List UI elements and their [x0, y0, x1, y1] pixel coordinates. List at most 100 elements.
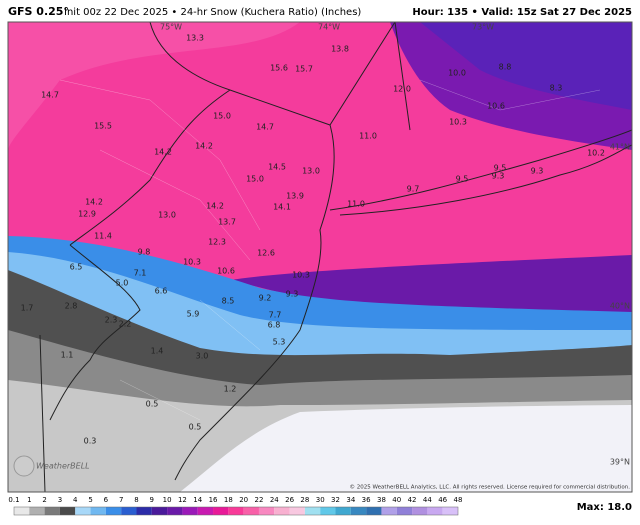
snow-amount: 2.8: [65, 302, 78, 311]
snow-amount: 1.4: [151, 347, 164, 356]
legend-tick-label: 2: [42, 496, 46, 504]
legend-swatch: [167, 507, 183, 515]
snow-amount: 3.0: [196, 352, 209, 361]
legend-swatch: [412, 507, 428, 515]
legend-tick-label: 1: [27, 496, 31, 504]
snow-amount: 11.4: [94, 232, 112, 241]
snow-amount: 10.3: [183, 258, 201, 267]
legend: Max: 18.0 0.1 1 2 3 4 5 6 7 8 9 10 12 14 16 18 20 22 24 26…: [8, 496, 632, 516]
snow-amount: 0.5: [146, 400, 159, 409]
band-violet: [420, 22, 632, 110]
legend-tick-label: 9: [150, 496, 154, 504]
map-frame: [7, 21, 633, 493]
snow-amount: 9.8: [138, 248, 151, 257]
county-lines: [59, 79, 601, 421]
snow-amount: 14.2: [85, 198, 103, 207]
legend-tick-label: 24: [270, 496, 279, 504]
legend-tick-label: 3: [58, 496, 62, 504]
snow-amount: 14.2: [206, 202, 224, 211]
snow-amount: 14.1: [273, 203, 291, 212]
legend-tick-label: 0.1: [8, 496, 19, 504]
snow-amount: 14.2: [154, 148, 172, 157]
snow-amount: 8.8: [499, 63, 512, 72]
snow-amount: 10.3: [292, 271, 310, 280]
legend-swatch: [320, 507, 336, 515]
state-border: [394, 22, 411, 131]
legend-tick-label: 26: [285, 496, 294, 504]
snow-amount: 2.2: [119, 320, 132, 329]
legend-swatch: [243, 507, 259, 515]
state-border: [39, 334, 46, 492]
model: GFS 0.25°: [8, 5, 69, 18]
borders: [39, 22, 632, 492]
snow-amount: 7.7: [269, 311, 282, 320]
snow-amount: 8.3: [550, 84, 563, 93]
legend-tick-label: 28: [300, 496, 309, 504]
snow-amount: 1.2: [224, 385, 237, 394]
legend-tick-label: 34: [346, 496, 355, 504]
snow-amounts: 13.3 13.8 15.6 15.7 12.0 10.0 8.8 8.3 14.7 15.5 15…: [21, 34, 605, 446]
logo-text: WeatherBELL: [36, 462, 90, 471]
snow-amount: 10.6: [217, 267, 235, 276]
coordinate-label: 40°N: [610, 302, 630, 311]
snow-amount: 10.2: [587, 149, 605, 158]
legend-tick-label: 6: [104, 496, 109, 504]
header: GFS 0.25° Init 00z 22 Dec 2025 • 24-hr S…: [8, 5, 632, 18]
snow-amount: 9.3: [286, 290, 299, 299]
legend-swatch: [213, 507, 229, 515]
band-light-pink: [8, 22, 300, 150]
snow-amount: 5.3: [273, 338, 286, 347]
legend-tick-label: 44: [423, 496, 432, 504]
legend-swatch: [228, 507, 244, 515]
legend-swatch: [304, 507, 321, 515]
copyright: © 2025 WeatherBELL Analytics, LLC. All r…: [350, 484, 631, 491]
snow-amount: 11.0: [347, 200, 365, 209]
legend-tick-label: 40: [392, 496, 401, 504]
legend-swatch: [258, 507, 275, 515]
snow-amount: 13.8: [331, 45, 349, 54]
snow-amount: 8.5: [222, 297, 235, 306]
legend-tick-label: 10: [163, 496, 172, 504]
snow-amount: 0.3: [84, 437, 97, 446]
snow-amount: 1.7: [21, 304, 34, 313]
band-white: [180, 405, 632, 492]
legend-swatch: [366, 507, 382, 515]
coordinate-label: 41°N: [610, 143, 630, 152]
snow-amount: 14.7: [256, 123, 274, 132]
legend-tick-label: 14: [193, 496, 202, 504]
coordinate-label: 75°W: [160, 23, 182, 32]
legend-tick-label: 32: [331, 496, 340, 504]
legend-swatch: [350, 507, 367, 515]
legend-swatch: [182, 507, 198, 515]
legend-swatch: [121, 507, 137, 515]
legend-swatch: [105, 507, 122, 515]
legend-tick-label: 48: [454, 496, 463, 504]
legend-tick-label: 30: [316, 496, 325, 504]
snow-amount: 11.0: [359, 132, 377, 141]
legend-frame: [13, 506, 459, 516]
snow-amount: 15.0: [213, 112, 231, 121]
snow-amount: 15.7: [295, 65, 313, 74]
coordinate-label: 39°N: [610, 458, 630, 467]
snow-amount: 6.5: [70, 263, 83, 272]
legend-tick-label: 16: [209, 496, 218, 504]
snow-amount: 13.9: [286, 192, 304, 201]
snow-amount: 12.3: [208, 238, 226, 247]
snow-amount: 0.5: [189, 423, 202, 432]
legend-swatch: [197, 507, 214, 515]
max-value: Max: 18.0: [577, 502, 632, 513]
snow-amount: 12.0: [393, 85, 411, 94]
logo: WeatherBELL: [13, 455, 90, 477]
river-border: [49, 244, 141, 421]
legend-swatch: [29, 507, 45, 515]
snow-amount: 13.0: [158, 211, 176, 220]
run-info: Init 00z 22 Dec 2025 • 24-hr Snow (Kuche…: [64, 7, 361, 18]
snow-amount: 10.3: [449, 118, 467, 127]
legend-tick-label: 8: [134, 496, 138, 504]
legend-swatch: [335, 507, 351, 515]
legend-swatch: [136, 507, 152, 515]
state-border: [69, 89, 231, 246]
snow-amount: 10.0: [448, 69, 466, 78]
snow-amount: 13.7: [218, 218, 236, 227]
snow-amount: 15.6: [270, 64, 288, 73]
